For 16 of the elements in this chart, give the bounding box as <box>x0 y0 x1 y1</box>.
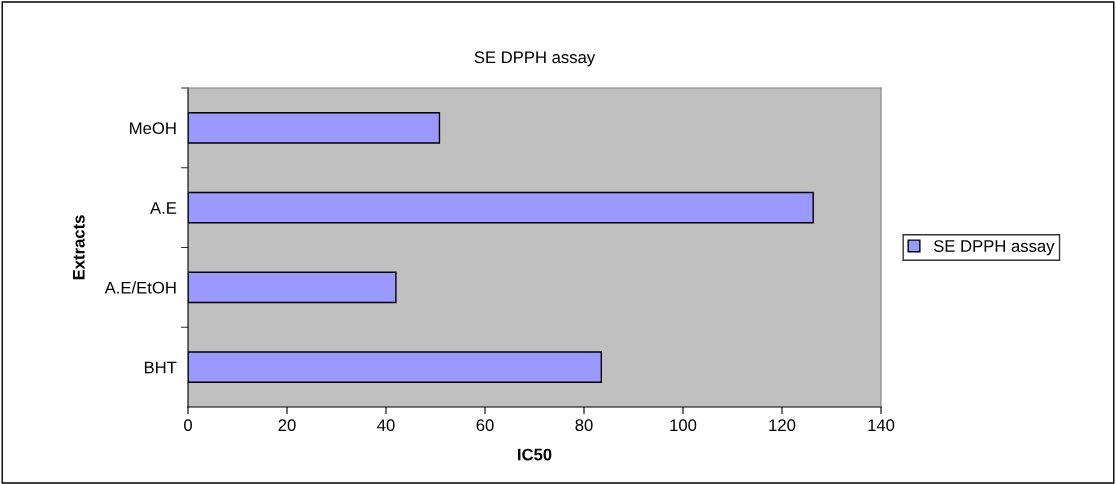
chart-title: SE DPPH assay <box>474 51 596 67</box>
x-tick-label: 120 <box>769 419 796 432</box>
y-tick-label: BHT <box>144 361 177 374</box>
x-tick-label: 60 <box>476 419 494 432</box>
x-tick-label: 80 <box>575 419 593 432</box>
y-tick-label: A.E <box>150 202 177 214</box>
legend-label: SE DPPH assay <box>933 240 1055 256</box>
x-tick-label: 140 <box>868 419 895 432</box>
x-tick-label: 100 <box>670 419 697 432</box>
y-tick-label: MeOH <box>130 122 176 135</box>
x-axis-title: IC50 <box>518 448 552 461</box>
x-tick-label: 40 <box>377 419 395 432</box>
y-tick-label: A.E/EtOH <box>104 281 176 294</box>
x-tick-label: 0 <box>184 419 192 432</box>
x-tick-label: 20 <box>278 419 296 432</box>
y-axis-title: Extracts <box>73 215 85 280</box>
